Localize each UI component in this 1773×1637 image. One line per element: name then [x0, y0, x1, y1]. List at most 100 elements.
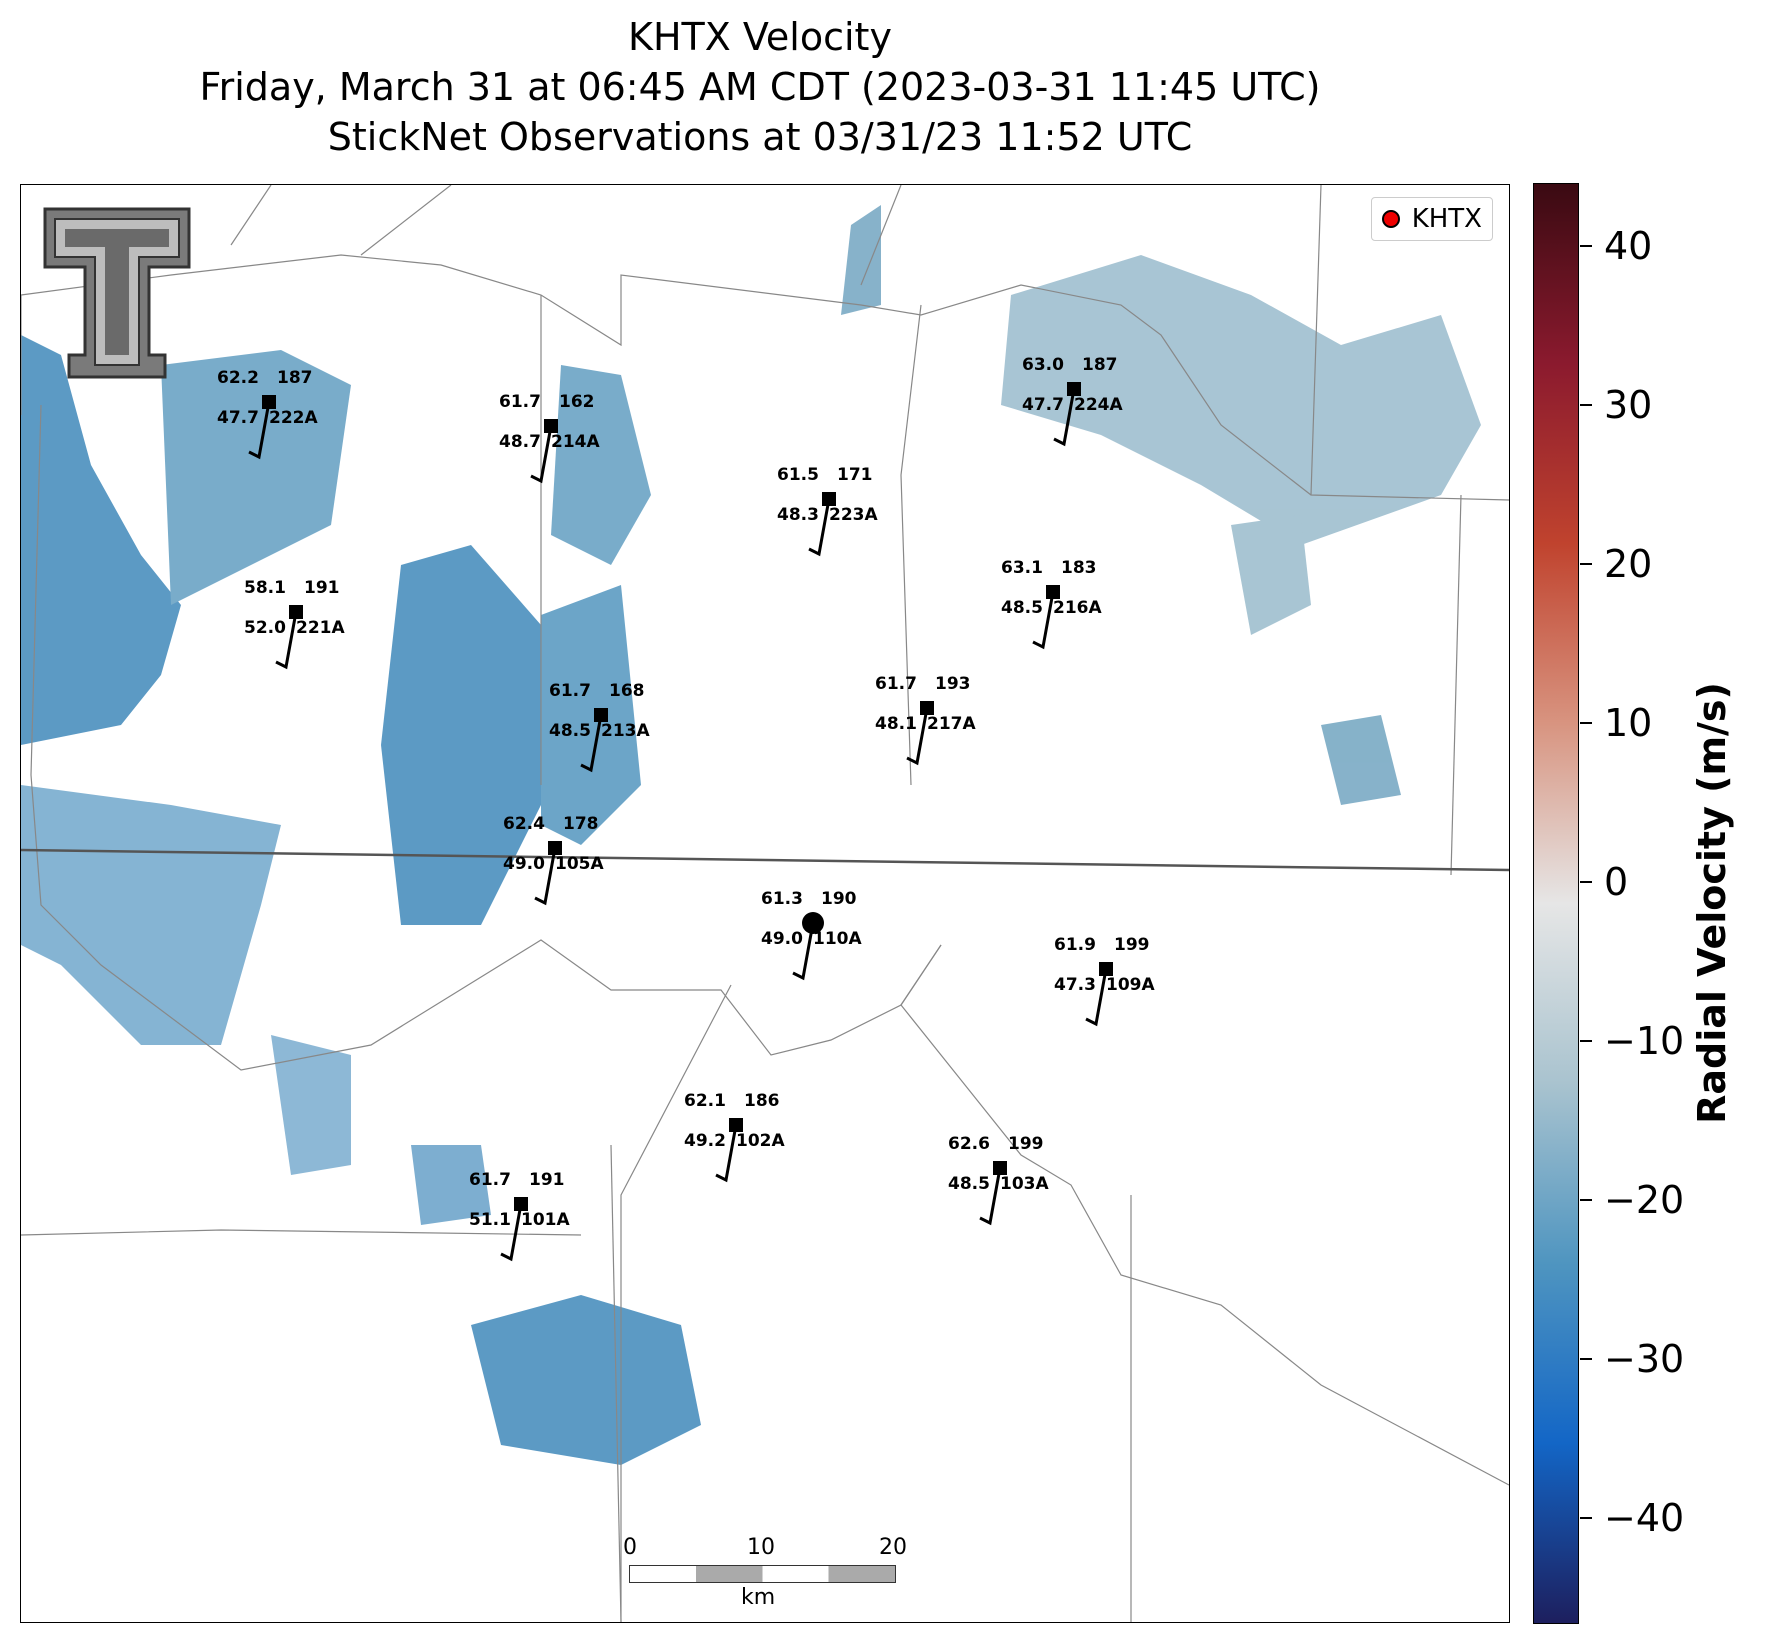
station-wind-direction: 178: [563, 814, 599, 834]
wind-barb-icon: [1053, 388, 1076, 447]
station-dewpoint: 48.1: [875, 714, 917, 734]
colorbar-tick: 30: [1580, 383, 1652, 427]
station-temperature: 63.1: [1001, 558, 1043, 578]
colorbar-tick: 10: [1580, 701, 1652, 745]
station-wind-direction: 191: [304, 578, 340, 598]
wind-barb-icon: [248, 401, 271, 460]
scale-bar: 0 10 20 km: [623, 1535, 907, 1610]
wind-barb-icon: [979, 1167, 1002, 1226]
station-dewpoint: 48.5: [948, 1174, 990, 1194]
station-temperature: 61.7: [549, 681, 591, 701]
station-dewpoint: 49.0: [503, 854, 545, 874]
wind-barb-icon: [1085, 968, 1108, 1027]
colorbar-tick: −10: [1580, 1019, 1684, 1063]
wind-barb-icon: [1032, 591, 1055, 650]
station-id: 101A: [521, 1210, 570, 1230]
wind-barb-icon: [906, 707, 929, 766]
wind-barb-icon: [534, 847, 557, 906]
station-dewpoint: 47.7: [1022, 395, 1064, 415]
station-id: 109A: [1106, 975, 1155, 995]
county-boundaries: [21, 185, 1509, 1622]
station-temperature: 61.7: [875, 674, 917, 694]
map-panel[interactable]: KHTX 62.2 187 47.7 222A 61.7 162 48.7 214A 61.5 1…: [20, 184, 1510, 1623]
station-temperature: 61.3: [761, 889, 803, 909]
station-id: 102A: [736, 1131, 785, 1151]
station-wind-direction: 187: [1082, 355, 1118, 375]
station-dewpoint: 48.5: [549, 721, 591, 741]
station-id: 216A: [1053, 598, 1102, 618]
scale-bar-segments: [629, 1565, 896, 1583]
station-dewpoint: 47.3: [1054, 975, 1096, 995]
wind-barb-icon: [275, 611, 298, 670]
station-wind-direction: 183: [1061, 558, 1097, 578]
station-wind-direction: 193: [935, 674, 971, 694]
station-dewpoint: 48.5: [1001, 598, 1043, 618]
station-dewpoint: 49.0: [761, 929, 803, 949]
velocity-echoes: [21, 335, 701, 1465]
station-wind-direction: 168: [609, 681, 645, 701]
station-temperature: 62.6: [948, 1134, 990, 1154]
colorbar-tick: 40: [1580, 224, 1652, 268]
station-temperature: 58.1: [244, 578, 286, 598]
station-id: 222A: [269, 408, 318, 428]
station-temperature: 63.0: [1022, 355, 1064, 375]
scale-tick-20: 20: [879, 1535, 907, 1560]
station-temperature: 61.7: [469, 1170, 511, 1190]
station-dewpoint: 52.0: [244, 618, 286, 638]
station-id: 217A: [927, 714, 976, 734]
scale-tick-10: 10: [747, 1535, 775, 1560]
station-id: 105A: [555, 854, 604, 874]
station-temperature: 61.5: [777, 465, 819, 485]
station-wind-direction: 187: [277, 368, 313, 388]
state-boundary: [21, 848, 1509, 872]
station-id: 221A: [296, 618, 345, 638]
station-temperature: 62.2: [217, 368, 259, 388]
scale-unit: km: [741, 1585, 776, 1610]
station-wind-direction: 199: [1008, 1134, 1044, 1154]
station-wind-direction: 171: [837, 465, 873, 485]
station-temperature: 61.9: [1054, 935, 1096, 955]
colorbar-tick: −40: [1580, 1496, 1684, 1540]
colorbar-tick: −30: [1580, 1337, 1684, 1381]
scale-tick-0: 0: [623, 1535, 637, 1560]
station-temperature: 62.1: [684, 1091, 726, 1111]
station-wind-direction: 191: [529, 1170, 565, 1190]
station-temperature: 62.4: [503, 814, 545, 834]
station-temperature: 61.7: [499, 392, 541, 412]
station-id: 214A: [551, 432, 600, 452]
wind-barb-icon: [500, 1203, 523, 1262]
radar-site-icon: [1381, 210, 1400, 228]
colorbar-label: Radial Velocity (m/s): [1690, 682, 1734, 1124]
colorbar-tick: 20: [1580, 542, 1652, 586]
title-date: Friday, March 31 at 06:45 AM CDT (2023-0…: [199, 65, 1321, 109]
station-id: 110A: [813, 929, 862, 949]
legend-label: KHTX: [1411, 204, 1482, 234]
map-canvas: [21, 185, 1509, 1622]
station-dewpoint: 47.7: [217, 408, 259, 428]
station-wind-direction: 199: [1114, 935, 1150, 955]
wind-barb-icon: [715, 1124, 738, 1183]
wind-barb-icon: [580, 714, 603, 773]
map-legend: KHTX: [1370, 197, 1493, 241]
wind-barb-icon: [808, 498, 831, 557]
colorbar: [1533, 183, 1579, 1624]
station-wind-direction: 186: [744, 1091, 780, 1111]
station-dewpoint: 48.7: [499, 432, 541, 452]
station-dewpoint: 49.2: [684, 1131, 726, 1151]
wind-barb-icon: [792, 922, 815, 981]
station-dewpoint: 48.3: [777, 505, 819, 525]
velocity-echoes-light: [841, 205, 1481, 805]
colorbar-tick: −20: [1580, 1178, 1684, 1222]
texas-tech-logo-icon: [41, 205, 193, 381]
wind-barb-icon: [530, 425, 553, 484]
colorbar-tick: 0: [1580, 860, 1628, 904]
station-dewpoint: 51.1: [469, 1210, 511, 1230]
station-id: 213A: [601, 721, 650, 741]
title-observations: StickNet Observations at 03/31/23 11:52 …: [327, 115, 1193, 159]
station-wind-direction: 190: [821, 889, 857, 909]
station-id: 223A: [829, 505, 878, 525]
station-wind-direction: 162: [559, 392, 595, 412]
station-id: 224A: [1074, 395, 1123, 415]
title-radar: KHTX Velocity: [628, 15, 892, 59]
station-id: 103A: [1000, 1174, 1049, 1194]
